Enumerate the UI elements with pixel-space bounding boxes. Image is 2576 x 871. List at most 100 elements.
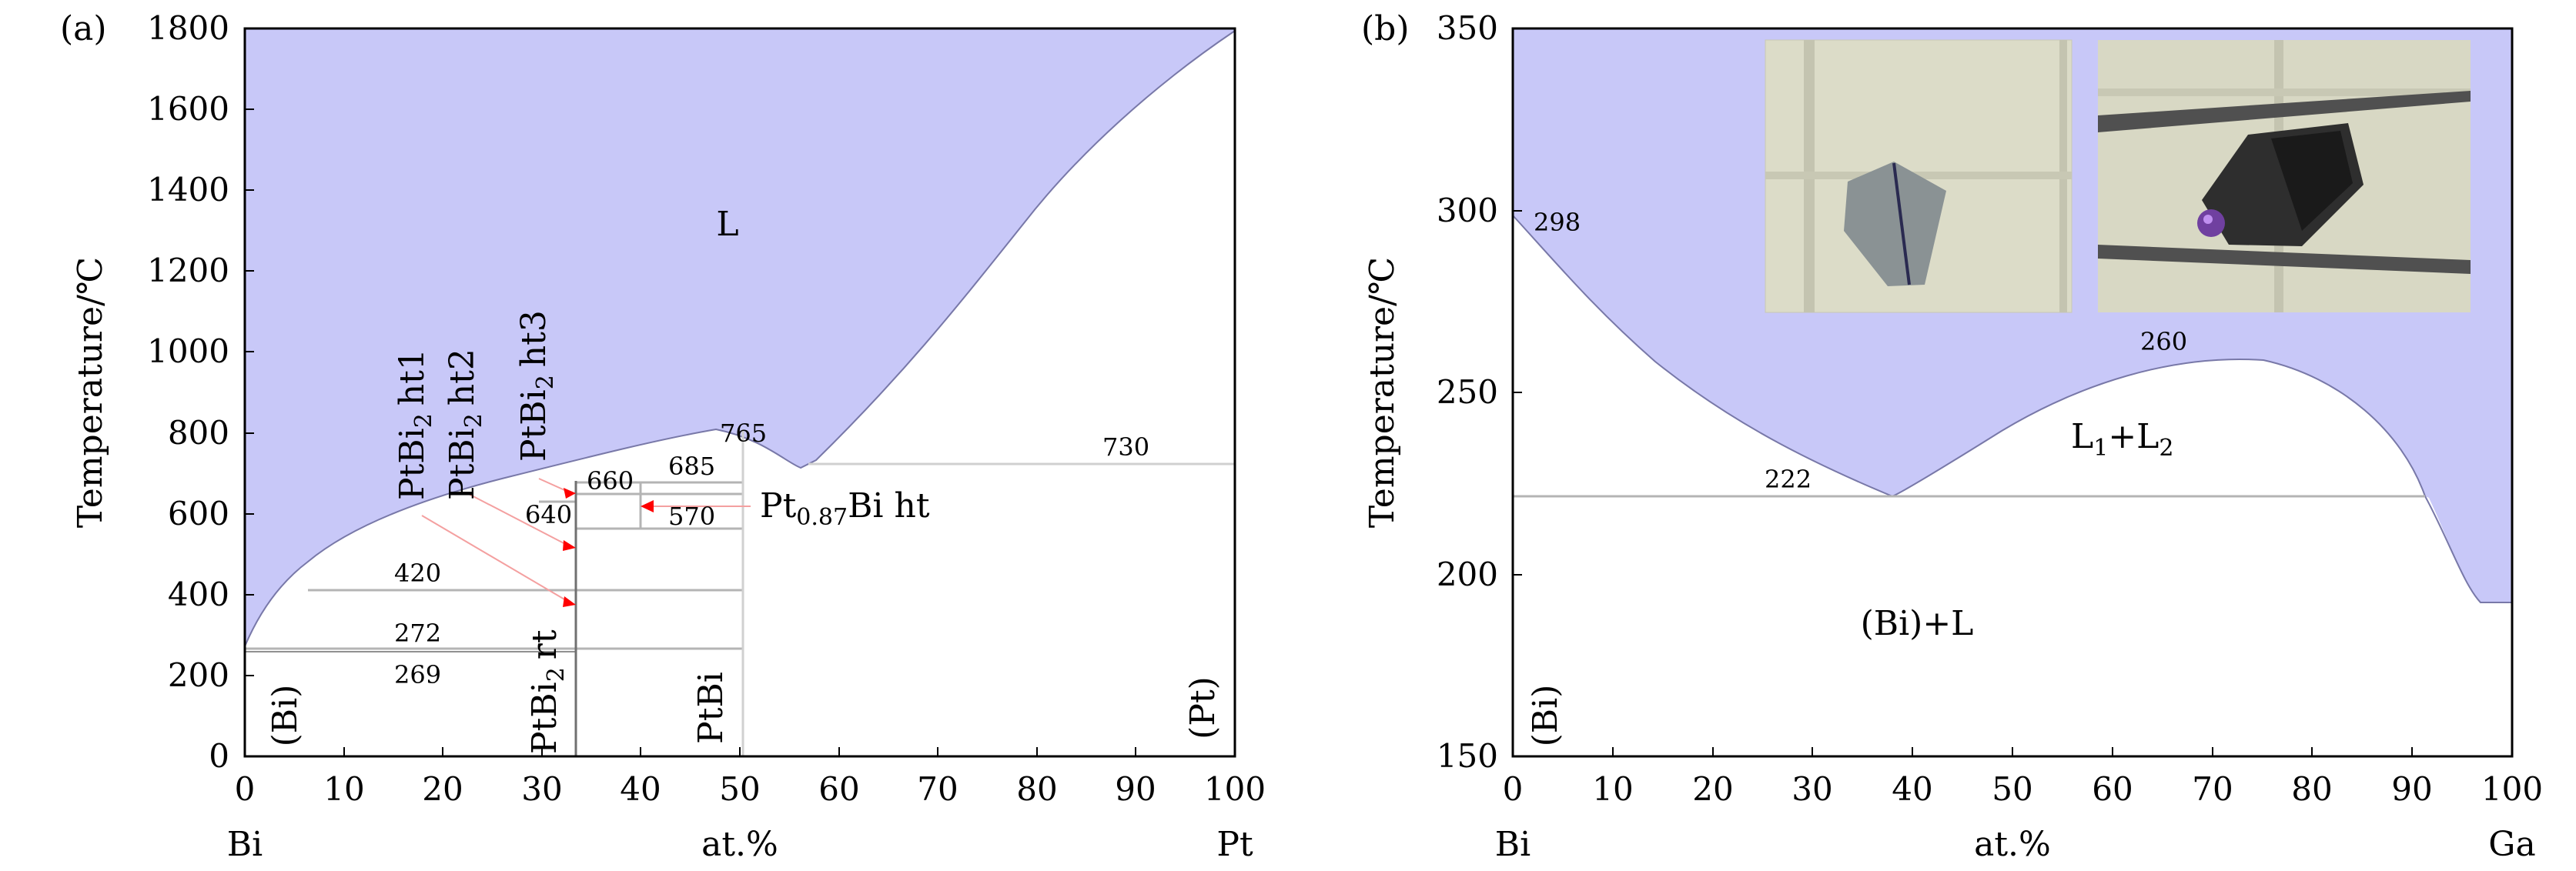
ht1-main: PtBi [393, 428, 432, 500]
x-tick-a-4: 40 [620, 770, 661, 808]
ptbi2-rt-main: PtBi [525, 682, 564, 754]
temp-730: 730 [1102, 432, 1149, 462]
ptbi2-rt-suffix: rt [525, 629, 564, 659]
temperature-labels-a: 765 730 685 660 640 570 420 272 269 [394, 419, 1149, 689]
y-tick-b-2: 250 [1437, 373, 1498, 411]
panel-a: 0 200 400 600 800 1000 1200 1400 1600 18… [60, 9, 1266, 864]
y-tick-a-4: 800 [168, 414, 229, 452]
liquid-region-a [245, 28, 1235, 646]
region-bi-l: (Bi)+L [1861, 604, 1974, 643]
temp-685: 685 [668, 452, 715, 481]
x-left-element-b: Bi [1495, 825, 1531, 864]
x-tick-a-6: 60 [818, 770, 859, 808]
y-tick-b-1: 200 [1437, 556, 1498, 593]
ht1-suffix: ht1 [393, 349, 432, 405]
arrow-ht1 [563, 596, 576, 607]
pt087-label: Pt0.87Bi ht [760, 486, 930, 531]
x-tick-b-10: 100 [2481, 770, 2543, 808]
pt087-suffix: Bi ht [848, 486, 930, 526]
y-ticks-a [245, 28, 254, 757]
phase-bi-label-b: (Bi) [1526, 685, 1565, 747]
svg-text:PtBi2ht1: PtBi2 ht1 [393, 349, 437, 500]
x-tick-b-6: 60 [2092, 770, 2133, 808]
phase-ptbi2-rt-label: PtBi2 rt [525, 629, 570, 754]
x-left-element-a: Bi [227, 825, 263, 864]
arrow-ht2 [563, 540, 576, 551]
x-tick-b-2: 20 [1692, 770, 1733, 808]
x-tick-labels-b: 0 10 20 30 40 50 60 70 80 90 100 [1503, 770, 2543, 808]
y-tick-b-4: 350 [1437, 9, 1498, 47]
arrow-pt087 [641, 500, 654, 512]
x-tick-b-9: 90 [2391, 770, 2432, 808]
l1l2-sub1: 1 [2093, 435, 2108, 462]
x-tick-b-0: 0 [1503, 770, 1524, 808]
liquidus-b [1512, 215, 2512, 603]
y-tick-a-1: 200 [168, 656, 229, 694]
arrow-ht3 [564, 488, 576, 499]
x-right-element-b: Ga [2488, 825, 2535, 864]
temperature-labels-b: 298 260 222 [1534, 208, 2187, 494]
svg-text:PtBi2rt: PtBi2 rt [525, 629, 570, 754]
x-tick-b-5: 50 [1992, 770, 2032, 808]
y-tick-a-7: 1400 [147, 171, 229, 209]
y-tick-b-3: 300 [1437, 192, 1498, 229]
y-ticks-b [1513, 28, 1522, 757]
l1l2-l: L [2071, 417, 2093, 456]
temp-298: 298 [1534, 208, 1581, 237]
x-tick-b-7: 70 [2192, 770, 2233, 808]
temp-260: 260 [2140, 327, 2187, 356]
x-tick-b-1: 10 [1592, 770, 1633, 808]
temp-765: 765 [720, 419, 767, 448]
temp-570: 570 [668, 502, 715, 531]
region-liquid-a: L [716, 205, 738, 244]
temp-420: 420 [394, 559, 441, 588]
l1l2-sub2: 2 [2159, 435, 2173, 462]
x-tick-b-4: 40 [1892, 770, 1932, 808]
y-tick-b-0: 150 [1437, 737, 1498, 775]
crystal-1 [1844, 162, 1946, 286]
ht2-suffix: ht2 [443, 349, 482, 405]
phase-ptbi-label: PtBi [691, 672, 731, 744]
x-tick-a-1: 10 [323, 770, 364, 808]
y-tick-a-0: 0 [209, 737, 229, 775]
phase-bi-label-a: (Bi) [266, 685, 305, 747]
region-l1-l2: L1+L2 [2071, 417, 2174, 462]
ht2-sub: 2 [460, 413, 487, 428]
pt087-sub: 0.87 [796, 504, 848, 531]
y-tick-labels-a: 0 200 400 600 800 1000 1200 1400 1600 18… [147, 9, 229, 775]
gallium-droplet [2197, 209, 2225, 237]
x-tick-a-9: 90 [1115, 770, 1156, 808]
ht3-sub: 2 [532, 375, 559, 389]
ht1-sub: 2 [410, 413, 437, 428]
ht3-label: PtBi2 ht3 [514, 310, 559, 462]
x-tick-a-3: 30 [521, 770, 562, 808]
pt087-main: Pt [760, 486, 797, 526]
panel-label-b: (b) [1361, 9, 1410, 48]
arrows-a [421, 478, 751, 607]
x-tick-a-7: 70 [917, 770, 958, 808]
x-tick-a-8: 80 [1016, 770, 1057, 808]
x-tick-a-5: 50 [719, 770, 760, 808]
ptbi2-rt-sub: 2 [543, 667, 570, 682]
tweezer-top [2098, 91, 2471, 132]
ht3-suffix: ht3 [514, 310, 554, 367]
x-tick-a-2: 20 [422, 770, 463, 808]
temp-272: 272 [394, 619, 441, 648]
y-axis-title-a: Temperature/℃ [71, 257, 110, 528]
temp-640: 640 [525, 500, 572, 529]
y-tick-a-6: 1200 [147, 252, 229, 289]
x-ticks-a [244, 747, 1236, 756]
y-tick-a-5: 1000 [147, 332, 229, 370]
ht2-label: PtBi2 ht2 [443, 349, 487, 500]
ht2-main: PtBi [443, 428, 482, 500]
tweezer-bottom [2098, 245, 2471, 274]
x-tick-b-3: 30 [1791, 770, 1832, 808]
y-tick-labels-b: 150 200 250 300 350 [1437, 9, 1498, 775]
y-tick-a-9: 1800 [147, 9, 229, 47]
y-tick-a-2: 400 [168, 576, 229, 613]
phase-pt-label-a: (Pt) [1183, 676, 1223, 739]
x-tick-labels-a: 0 10 20 30 40 50 60 70 80 90 100 [235, 770, 1266, 808]
svg-text:PtBi2ht3: PtBi2 ht3 [514, 310, 559, 462]
panel-b: 150 200 250 300 350 0 10 20 30 40 50 60 … [1361, 9, 2543, 864]
